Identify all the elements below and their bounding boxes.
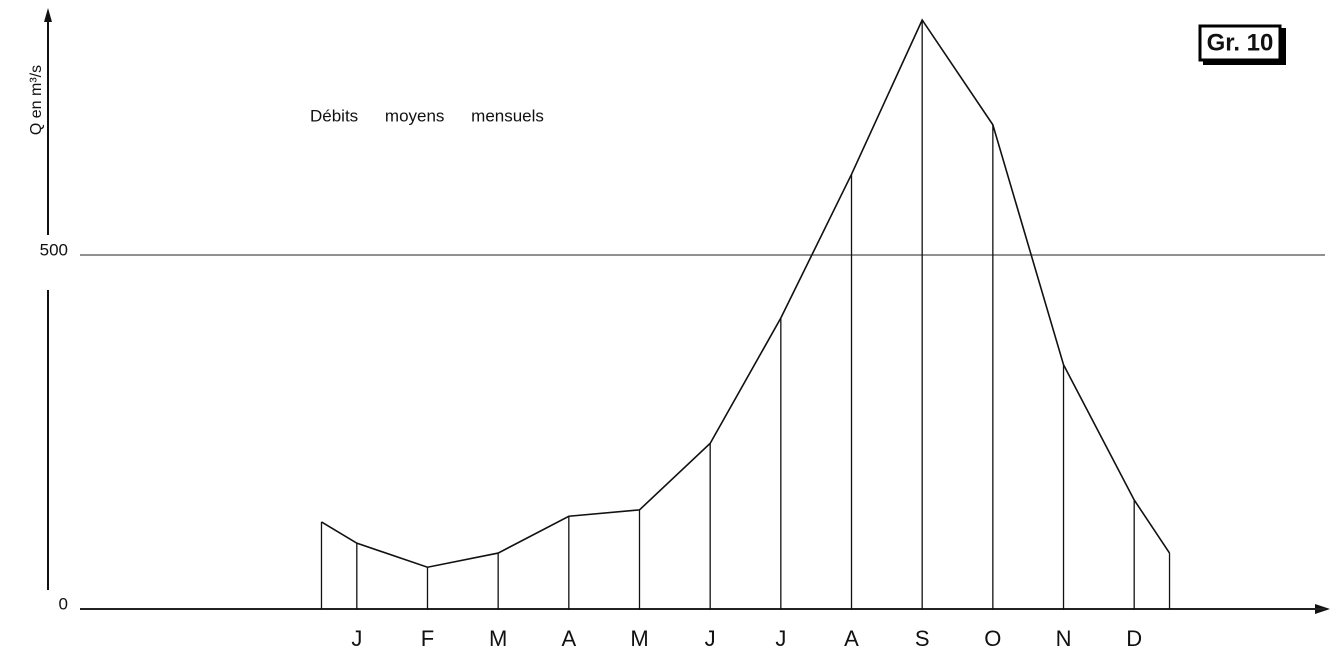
x-tick-label: S (915, 626, 930, 651)
y-axis-label: Q en m³/s (28, 65, 45, 135)
y-axis-arrow (44, 8, 52, 22)
x-tick-label: A (561, 626, 576, 651)
y-tick-label: 500 (40, 241, 68, 260)
badge-box (1198, 24, 1282, 62)
series-line (321, 18, 1171, 569)
x-tick-label: N (1056, 626, 1072, 651)
x-tick-label: M (630, 626, 648, 651)
x-tick-label: M (489, 626, 507, 651)
y-tick-label: 0 (59, 594, 68, 613)
x-tick-label: J (351, 626, 362, 651)
x-tick-label: A (844, 626, 859, 651)
x-tick-label: J (775, 626, 786, 651)
x-tick-label: F (421, 626, 434, 651)
x-tick-label: O (984, 626, 1001, 651)
badge-label: Gr. 10 (1207, 29, 1274, 56)
chart-title: Débits moyens mensuels (310, 106, 544, 125)
x-tick-label: J (705, 626, 716, 651)
x-tick-label: D (1126, 626, 1142, 651)
